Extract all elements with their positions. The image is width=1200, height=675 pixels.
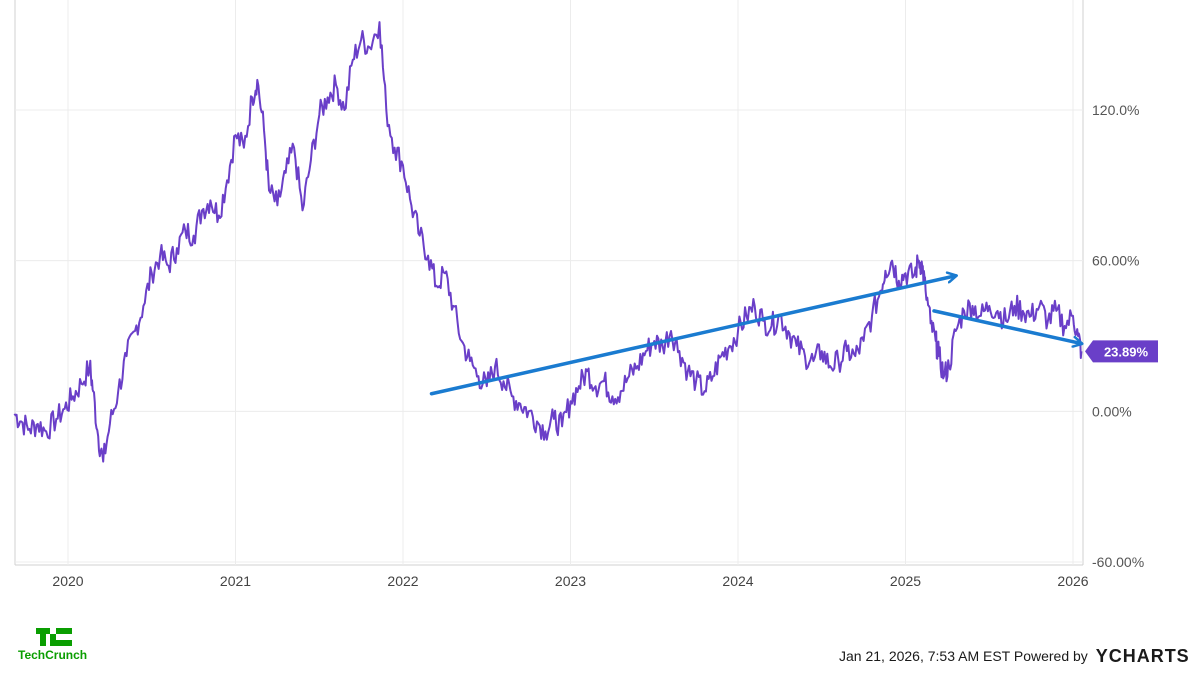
grid bbox=[14, 0, 1084, 566]
timestamp: Jan 21, 2026, 7:53 AM EST bbox=[839, 648, 1010, 664]
ycharts-logo[interactable]: YCHARTS bbox=[1095, 646, 1190, 666]
series-line bbox=[13, 21, 1083, 463]
trend-arrow bbox=[932, 309, 1081, 344]
last-value-label: 23.89% bbox=[1104, 344, 1149, 359]
y-tick-label: 0.00% bbox=[1092, 403, 1132, 419]
last-value-badge-shape bbox=[1085, 340, 1158, 363]
techcrunch-mark-icon bbox=[36, 628, 72, 646]
annotations bbox=[429, 276, 1081, 396]
powered-by-label: Powered by bbox=[1013, 648, 1088, 664]
techcrunch-wordmark: TechCrunch bbox=[18, 648, 88, 662]
techcrunch-logo: TechCrunch bbox=[18, 628, 98, 668]
x-tick-label: 2022 bbox=[387, 573, 418, 589]
y-tick-label: -60.00% bbox=[1092, 554, 1144, 570]
x-tick-label: 2025 bbox=[890, 573, 921, 589]
last-value-badge: 23.89% bbox=[1085, 340, 1158, 363]
x-tick-label: 2026 bbox=[1057, 573, 1088, 589]
trend-arrow bbox=[429, 276, 955, 396]
x-tick-label: 2023 bbox=[555, 573, 586, 589]
series-layer bbox=[13, 21, 1083, 463]
footer-attribution: Jan 21, 2026, 7:53 AM EST Powered by YCH… bbox=[839, 646, 1190, 667]
x-tick-label: 2024 bbox=[722, 573, 753, 589]
x-tick-label: 2020 bbox=[52, 573, 83, 589]
x-tick-label: 2021 bbox=[220, 573, 251, 589]
y-tick-label: 120.0% bbox=[1092, 102, 1139, 118]
y-tick-label: 60.00% bbox=[1092, 253, 1139, 269]
axes: 120.0% 60.00% 0.00% -60.00% 2020 2021 2022 2023… bbox=[52, 102, 1144, 589]
